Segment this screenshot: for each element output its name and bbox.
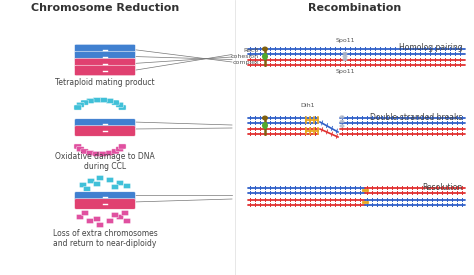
FancyBboxPatch shape: [96, 175, 103, 181]
Text: Loss of extra chromosomes
and return to near-diploidy: Loss of extra chromosomes and return to …: [53, 229, 157, 248]
FancyBboxPatch shape: [93, 151, 100, 156]
FancyBboxPatch shape: [93, 182, 100, 186]
FancyBboxPatch shape: [116, 147, 123, 152]
FancyBboxPatch shape: [74, 192, 136, 202]
Text: Resolution: Resolution: [423, 183, 463, 191]
FancyBboxPatch shape: [76, 214, 83, 219]
Text: Chromosome Reduction: Chromosome Reduction: [31, 3, 179, 13]
FancyBboxPatch shape: [76, 147, 84, 152]
FancyBboxPatch shape: [100, 98, 107, 103]
Text: Recombination: Recombination: [309, 3, 401, 13]
Text: Rec8
cohesion
complex: Rec8 cohesion complex: [231, 48, 259, 65]
Text: Tetraploid mating product: Tetraploid mating product: [55, 78, 155, 87]
FancyBboxPatch shape: [74, 126, 136, 136]
FancyBboxPatch shape: [111, 213, 118, 218]
FancyBboxPatch shape: [74, 58, 136, 69]
Text: Spo11: Spo11: [335, 38, 355, 43]
FancyBboxPatch shape: [111, 100, 119, 105]
Ellipse shape: [262, 122, 268, 129]
FancyBboxPatch shape: [81, 100, 89, 105]
FancyBboxPatch shape: [74, 144, 82, 149]
FancyBboxPatch shape: [76, 102, 84, 107]
FancyBboxPatch shape: [74, 65, 136, 76]
Ellipse shape: [343, 55, 347, 58]
FancyBboxPatch shape: [107, 177, 114, 183]
FancyBboxPatch shape: [121, 210, 128, 216]
FancyBboxPatch shape: [80, 182, 87, 188]
FancyBboxPatch shape: [74, 44, 136, 55]
FancyBboxPatch shape: [96, 222, 103, 227]
Ellipse shape: [339, 120, 345, 123]
FancyBboxPatch shape: [116, 102, 123, 107]
FancyBboxPatch shape: [83, 186, 91, 192]
FancyBboxPatch shape: [111, 185, 118, 189]
FancyBboxPatch shape: [93, 98, 100, 103]
Text: Homolog pairing: Homolog pairing: [400, 43, 463, 53]
FancyBboxPatch shape: [118, 144, 126, 149]
Ellipse shape: [339, 115, 345, 119]
Text: Oxidative damage to DNA
during CCL: Oxidative damage to DNA during CCL: [55, 152, 155, 171]
Ellipse shape: [343, 58, 347, 61]
FancyBboxPatch shape: [74, 105, 82, 110]
Text: Double-stranded breaks: Double-stranded breaks: [371, 112, 463, 122]
FancyBboxPatch shape: [100, 151, 107, 156]
FancyBboxPatch shape: [106, 98, 114, 103]
FancyBboxPatch shape: [86, 98, 94, 103]
Text: Dih1: Dih1: [300, 103, 315, 108]
FancyBboxPatch shape: [118, 105, 126, 110]
FancyBboxPatch shape: [117, 214, 124, 219]
FancyBboxPatch shape: [74, 199, 136, 209]
FancyBboxPatch shape: [107, 218, 114, 224]
FancyBboxPatch shape: [86, 150, 94, 156]
FancyBboxPatch shape: [123, 218, 130, 224]
Ellipse shape: [339, 124, 345, 128]
FancyBboxPatch shape: [74, 119, 136, 129]
FancyBboxPatch shape: [106, 150, 114, 156]
Ellipse shape: [343, 52, 347, 55]
FancyBboxPatch shape: [111, 149, 119, 154]
Text: Spo11: Spo11: [335, 69, 355, 74]
Ellipse shape: [262, 46, 268, 51]
FancyBboxPatch shape: [117, 180, 124, 186]
FancyBboxPatch shape: [87, 178, 94, 183]
FancyBboxPatch shape: [93, 216, 100, 222]
FancyBboxPatch shape: [81, 149, 89, 154]
Ellipse shape: [262, 116, 268, 120]
FancyBboxPatch shape: [86, 218, 93, 224]
FancyBboxPatch shape: [74, 51, 136, 62]
FancyBboxPatch shape: [123, 183, 130, 189]
FancyBboxPatch shape: [82, 210, 89, 216]
Ellipse shape: [262, 53, 268, 60]
